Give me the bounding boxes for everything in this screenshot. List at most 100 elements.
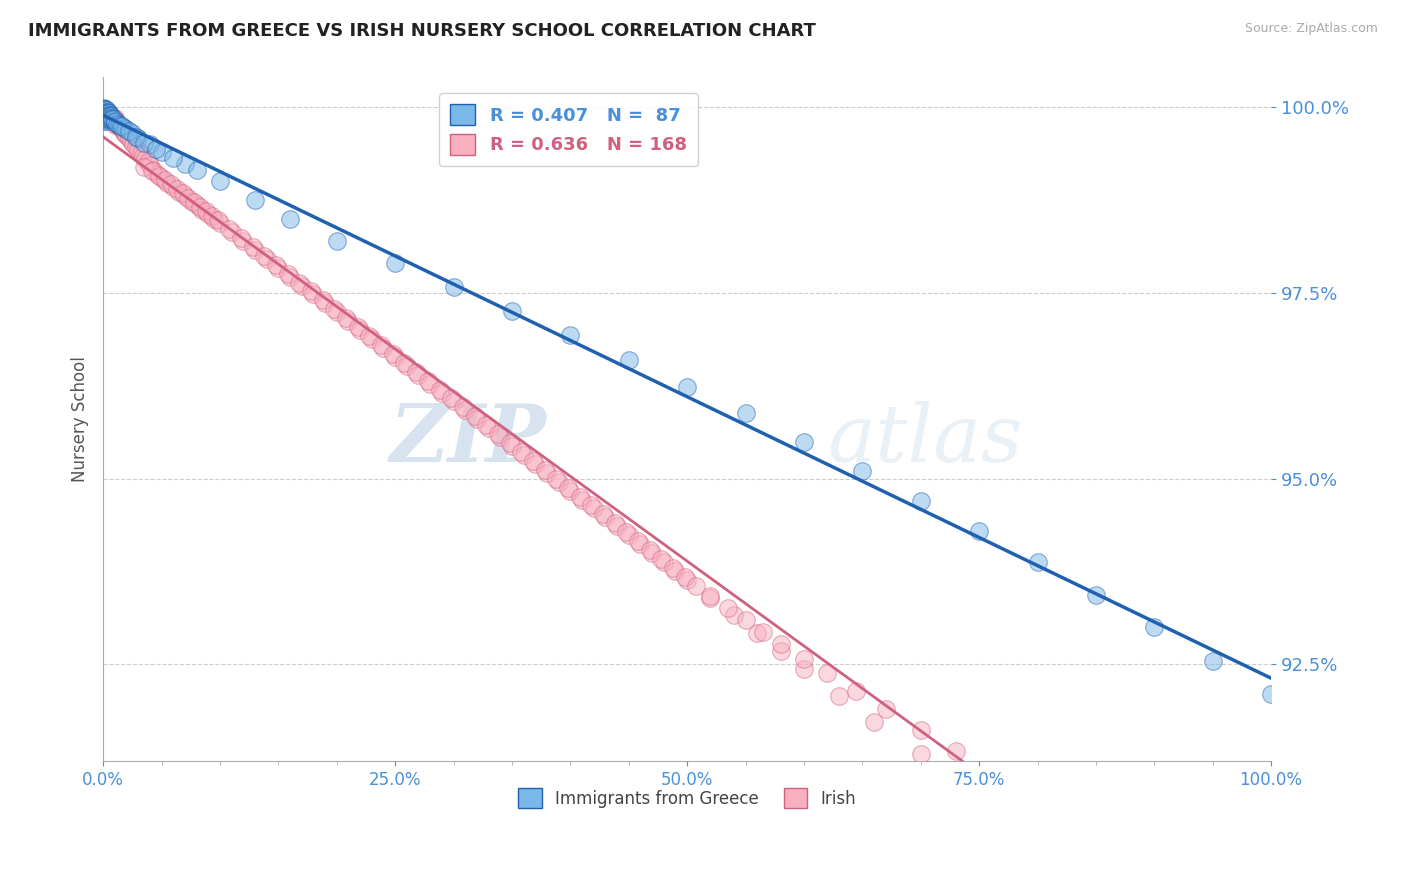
Point: [277, 267, 299, 281]
Point: [606, 519, 628, 533]
Point: [1202, 843, 1225, 857]
Point: [405, 365, 427, 379]
Point: [464, 409, 486, 424]
Point: [194, 204, 217, 219]
Point: [112, 120, 135, 135]
Point: [267, 260, 290, 275]
Point: [111, 122, 134, 136]
Point: [93, 103, 115, 117]
Point: [512, 448, 534, 462]
Point: [360, 332, 382, 346]
Point: [162, 151, 184, 165]
Point: [501, 303, 523, 318]
Point: [1260, 687, 1282, 701]
Point: [910, 747, 932, 761]
Point: [1143, 843, 1166, 857]
Point: [150, 145, 173, 159]
Point: [699, 591, 721, 605]
Point: [592, 508, 614, 522]
Point: [125, 140, 148, 154]
Point: [582, 501, 605, 516]
Point: [443, 394, 465, 409]
Point: [96, 112, 118, 126]
Point: [101, 112, 124, 126]
Point: [98, 111, 121, 125]
Point: [323, 302, 346, 317]
Point: [197, 207, 219, 221]
Point: [104, 113, 127, 128]
Point: [221, 225, 243, 239]
Point: [395, 359, 418, 373]
Point: [100, 109, 122, 123]
Point: [967, 782, 990, 797]
Point: [141, 164, 163, 178]
Point: [110, 119, 132, 133]
Point: [1260, 843, 1282, 857]
Point: [188, 200, 211, 214]
Point: [94, 113, 117, 128]
Point: [815, 666, 838, 681]
Text: ZIP: ZIP: [389, 401, 547, 478]
Point: [1084, 843, 1107, 857]
Text: atlas: atlas: [827, 401, 1022, 478]
Point: [443, 280, 465, 294]
Point: [717, 601, 740, 615]
Point: [96, 104, 118, 119]
Point: [191, 202, 214, 217]
Point: [373, 341, 395, 355]
Point: [93, 102, 115, 116]
Point: [229, 231, 252, 245]
Point: [103, 112, 125, 126]
Point: [288, 276, 311, 290]
Point: [208, 174, 231, 188]
Point: [97, 109, 120, 123]
Point: [101, 111, 124, 125]
Point: [510, 445, 533, 459]
Point: [863, 715, 886, 730]
Point: [910, 723, 932, 737]
Point: [967, 524, 990, 538]
Point: [122, 137, 145, 152]
Point: [828, 689, 851, 703]
Point: [346, 320, 368, 334]
Point: [384, 256, 406, 270]
Point: [1202, 843, 1225, 857]
Point: [132, 136, 155, 150]
Point: [132, 160, 155, 174]
Point: [111, 124, 134, 138]
Point: [652, 555, 675, 569]
Point: [641, 546, 664, 560]
Point: [96, 106, 118, 120]
Point: [325, 305, 347, 319]
Point: [94, 104, 117, 119]
Point: [98, 107, 121, 121]
Point: [394, 356, 416, 370]
Point: [980, 764, 1002, 779]
Point: [145, 142, 167, 156]
Point: [662, 561, 685, 575]
Point: [454, 403, 477, 417]
Point: [132, 149, 155, 163]
Point: [242, 240, 264, 254]
Point: [1050, 806, 1073, 821]
Point: [104, 113, 127, 128]
Point: [114, 127, 136, 141]
Point: [136, 155, 159, 169]
Point: [793, 651, 815, 665]
Point: [96, 109, 118, 123]
Point: [522, 454, 544, 468]
Point: [416, 374, 439, 388]
Point: [105, 115, 128, 129]
Point: [93, 103, 115, 117]
Point: [111, 120, 134, 134]
Point: [115, 122, 138, 136]
Point: [769, 637, 792, 651]
Point: [546, 472, 568, 486]
Point: [186, 162, 208, 177]
Point: [120, 134, 142, 148]
Point: [101, 111, 124, 125]
Point: [98, 107, 121, 121]
Point: [97, 111, 120, 125]
Point: [94, 111, 117, 125]
Point: [183, 195, 205, 210]
